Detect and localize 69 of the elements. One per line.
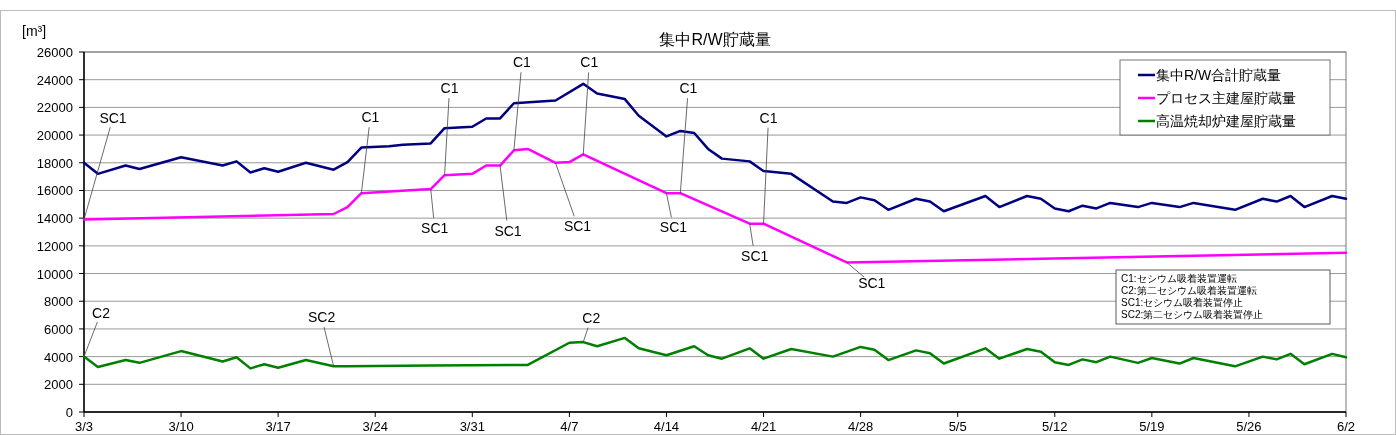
- annotation: C1: [440, 80, 459, 176]
- annotation: C1: [361, 109, 380, 126]
- annotation: C2:第二セシウム吸着装置運転: [1121, 285, 1257, 296]
- y-tick-label: 4000: [44, 349, 73, 365]
- y-tick-label: 16000: [36, 183, 73, 199]
- y-tick-label: 2000: [44, 377, 73, 393]
- y-tick-label: 8000: [44, 294, 73, 310]
- y-axis-title: [m³]: [22, 23, 47, 39]
- x-tick-label: 4/21: [750, 419, 777, 434]
- annotation: SC1: [741, 223, 769, 264]
- annotation: C1: [580, 54, 599, 71]
- annotation: C2: [582, 310, 601, 343]
- annotation: SC1: [563, 217, 592, 234]
- annotation: SC1: [421, 188, 449, 237]
- y-tick-label: 10000: [36, 266, 73, 282]
- annotation: SC1: [858, 275, 886, 292]
- y-tick-label: 24000: [36, 72, 73, 88]
- annotation: C1: [512, 54, 531, 151]
- x-tick-label: 3/31: [459, 419, 485, 434]
- annotation: C1: [512, 54, 532, 71]
- annotation: SC1: [846, 262, 886, 292]
- y-tick-label: 26000: [36, 45, 73, 60]
- x-tick-label: 5/12: [1042, 419, 1068, 434]
- annotation: C1: [679, 80, 698, 194]
- x-tick-label: 6/2: [1336, 419, 1356, 434]
- y-tick-label: 22000: [36, 100, 73, 116]
- x-tick-label: 3/24: [362, 419, 388, 434]
- annotation: SC2:第二セシウム吸着装置停止: [1121, 309, 1264, 320]
- annotation: C1: [440, 80, 459, 97]
- annotation: SC1: [659, 219, 688, 236]
- x-tick-label: 4/7: [560, 419, 579, 434]
- annotation: SC1:セシウム吸着装置停止: [1121, 297, 1244, 308]
- annotation: SC2: [308, 309, 336, 367]
- y-tick-label: 6000: [44, 321, 73, 337]
- annotation: C1: [759, 109, 778, 225]
- annotation: C2: [582, 310, 601, 327]
- annotation: SC1: [555, 162, 592, 234]
- y-tick-label: 20000: [36, 128, 73, 144]
- annotation: C1: [679, 80, 698, 97]
- annotation: SC1: [659, 192, 688, 236]
- annotation: C1: [759, 109, 778, 126]
- x-tick-label: 4/14: [653, 419, 680, 434]
- x-tick-label: 5/19: [1139, 419, 1165, 434]
- chart-title: 集中R/W貯蔵量: [659, 31, 771, 48]
- annotation: SC1: [99, 109, 127, 126]
- x-tick-label: 3/10: [168, 419, 194, 434]
- x-tick-label: 3/17: [265, 419, 291, 434]
- legend-label: 集中R/W合計貯蔵量: [1156, 67, 1282, 83]
- y-tick-label: 14000: [36, 211, 73, 227]
- annotation: SC1: [741, 247, 769, 264]
- annotation: SC1: [421, 220, 449, 237]
- y-tick-label: 18000: [36, 155, 73, 171]
- y-tick-label: 12000: [36, 238, 73, 254]
- y-tick-label: 0: [65, 405, 73, 420]
- annotation: C1: [360, 109, 380, 194]
- x-tick-label: 5/26: [1236, 419, 1262, 434]
- annotation: SC2: [308, 309, 336, 326]
- legend-label: 高温焼却炉建屋貯蔵量: [1156, 113, 1296, 129]
- annotation: C1: [580, 54, 599, 155]
- annotation: SC1: [494, 222, 522, 239]
- x-tick-label: 4/28: [847, 419, 874, 434]
- annotation: C2: [92, 304, 111, 321]
- annotation: SC1: [83, 109, 127, 220]
- annotation: C1:セシウム吸着装置運転: [1121, 273, 1237, 284]
- annotation: C2: [83, 304, 110, 357]
- x-tick-label: 3/3: [74, 419, 94, 434]
- annotation: SC1: [494, 165, 522, 239]
- x-tick-label: 5/5: [948, 419, 967, 434]
- legend-label: プロセス主建屋貯蔵量: [1156, 90, 1296, 106]
